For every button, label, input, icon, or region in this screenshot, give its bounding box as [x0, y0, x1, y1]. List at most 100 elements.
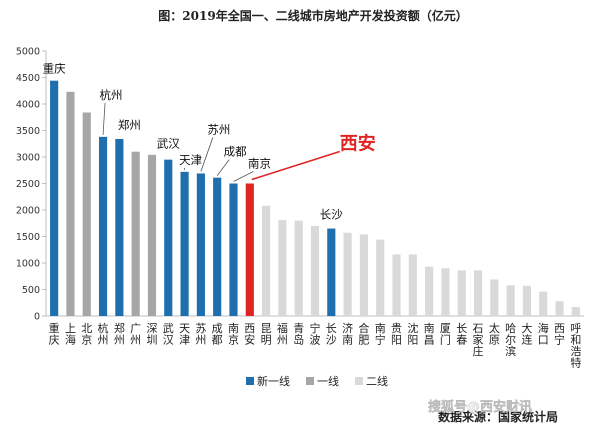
bar-青岛: [294, 220, 303, 316]
bar-大连: [522, 285, 532, 316]
y-tick-label: 4000: [16, 100, 40, 111]
bar-重庆: [50, 80, 59, 317]
x-tick-label: 沈阳: [407, 321, 418, 347]
y-tick-label: 2500: [16, 179, 40, 190]
x-tick-label: 广州: [130, 322, 141, 347]
bar-贵阳: [392, 254, 401, 316]
x-tick-label: 合肥: [358, 321, 369, 347]
bar-天津: [180, 171, 189, 316]
annotation-leader: [200, 137, 214, 172]
bar-海口: [539, 291, 548, 316]
x-tick-label: 南京: [228, 322, 239, 347]
annotation-leader: [233, 171, 254, 182]
annotation-label: 武汉: [157, 137, 180, 151]
x-tick-label: 昆明: [261, 322, 272, 347]
annotation-label: 长沙: [320, 208, 343, 222]
y-tick-label: 3500: [16, 126, 40, 137]
x-tick-label: 石家庄: [473, 322, 484, 358]
y-tick-label: 4500: [16, 73, 40, 84]
x-tick-label: 重庆: [49, 321, 60, 347]
bar-哈尔滨: [506, 285, 515, 316]
legend-label: 新一线: [257, 374, 290, 388]
y-tick-label: 0: [34, 312, 40, 323]
bar-石家庄: [473, 270, 483, 316]
x-tick-label: 海口: [538, 321, 549, 347]
chart-title: 图：2019年全国一、二线城市房地产开发投资额（亿元）: [158, 8, 467, 23]
legend-swatch-first: [306, 377, 314, 385]
bar-济南: [343, 232, 352, 316]
x-tick-label: 哈尔滨: [505, 322, 516, 358]
callout-label: 西安: [340, 133, 376, 155]
bar-南昌: [425, 266, 434, 316]
annotation-label: 天津: [179, 153, 202, 167]
bar-长沙: [327, 228, 336, 316]
x-tick-label: 苏州: [195, 322, 206, 347]
legend: 新一线 一线 二线: [246, 374, 388, 388]
bars: [50, 80, 580, 317]
legend-swatch-second: [355, 377, 363, 385]
bar-福州: [278, 220, 287, 316]
x-tick-label: 西安: [244, 322, 255, 347]
watermark: 搜狐号@西安财讯: [428, 399, 532, 415]
x-tick-label: 长沙: [326, 322, 337, 347]
bar-西安: [245, 183, 254, 316]
x-tick-label: 深圳: [146, 322, 157, 347]
legend-label: 一线: [317, 374, 339, 388]
bar-广州: [131, 151, 140, 316]
y-tick-label: 2000: [16, 206, 40, 217]
bar-深圳: [147, 154, 157, 316]
x-tick-label: 南宁: [375, 322, 386, 347]
bar-郑州: [115, 138, 124, 316]
y-tick-label: 1500: [16, 232, 40, 243]
bar-沈阳: [408, 254, 417, 316]
annotation-label: 苏州: [207, 122, 230, 136]
bar-上海: [66, 91, 75, 316]
bar-合肥: [359, 234, 368, 316]
bar-厦门: [441, 268, 450, 316]
legend-label: 二线: [366, 374, 388, 388]
y-tick-label: 500: [22, 285, 40, 296]
bar-南京: [229, 183, 238, 316]
annotation-label: 重庆: [43, 62, 66, 76]
bar-昆明: [262, 205, 271, 316]
x-tick-label: 西宁: [554, 322, 565, 347]
x-tick-label: 宁波: [310, 321, 321, 347]
y-tick-label: 3000: [16, 153, 40, 164]
bar-长春: [457, 270, 466, 316]
x-tick-label: 福州: [277, 321, 288, 347]
x-tick-label: 呼和浩特: [570, 322, 581, 370]
bar-西宁: [555, 301, 564, 316]
x-tick-label: 太原: [489, 322, 500, 347]
bar-呼和浩特: [571, 306, 580, 316]
x-tick-label: 南昌: [424, 322, 435, 347]
x-tick-label: 长春: [456, 322, 467, 347]
x-tick-label: 青岛: [293, 322, 304, 347]
x-tick-label: 成都: [212, 322, 223, 347]
callout-leader: [251, 150, 341, 181]
y-tick-label: 1000: [16, 259, 40, 270]
x-tick-label: 郑州: [114, 321, 125, 347]
x-tick-label: 天津: [179, 322, 190, 347]
x-tick-label: 济南: [342, 321, 353, 347]
bar-成都: [213, 177, 222, 316]
x-tick-label: 北京: [81, 322, 92, 347]
y-tick-label: 5000: [16, 47, 40, 58]
bar-杭州: [98, 136, 108, 316]
footer-source: 数据来源：国家统计局: [438, 409, 558, 424]
annotation-leader: [102, 102, 106, 135]
bar-武汉: [164, 159, 173, 316]
x-tick-label: 厦门: [440, 322, 451, 347]
bar-宁波: [310, 225, 320, 316]
legend-swatch-new: [246, 377, 254, 385]
bar-北京: [82, 112, 91, 316]
x-tick-label: 大连: [521, 321, 532, 347]
bar-太原: [490, 279, 499, 316]
bar-南宁: [376, 239, 385, 316]
annotation-label: 杭州: [100, 88, 123, 102]
bar-苏州: [196, 173, 205, 316]
annotation-label: 南京: [248, 157, 271, 171]
x-tick-label: 杭州: [98, 321, 109, 347]
x-tick-label: 上海: [65, 322, 76, 347]
